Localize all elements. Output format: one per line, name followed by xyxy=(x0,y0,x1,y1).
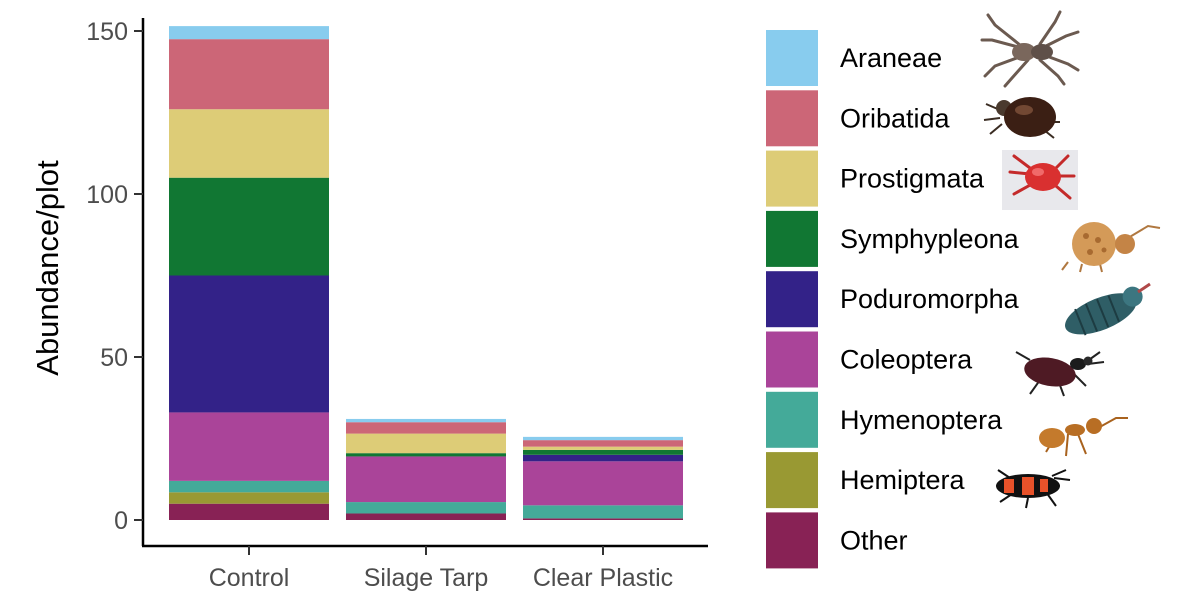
bar-segment-other-silage-tarp xyxy=(346,513,506,520)
springtail-icon xyxy=(1065,282,1151,336)
y-tick-label: 150 xyxy=(86,18,128,46)
legend-label-poduromorpha: Poduromorpha xyxy=(840,284,1020,314)
bar-segment-prostigmata-silage-tarp xyxy=(346,433,506,454)
legend-swatch-hemiptera xyxy=(766,452,818,509)
bar-segment-prostigmata-control xyxy=(169,109,329,178)
beetle-icon xyxy=(1015,351,1105,397)
legend-label-prostigmata: Prostigmata xyxy=(840,164,985,194)
bars xyxy=(169,26,683,520)
bar-segment-oribatida-control xyxy=(169,39,329,110)
red-mite-icon xyxy=(1002,150,1078,210)
legend-label-oribatida: Oribatida xyxy=(840,103,951,133)
bar-segment-symphypleona-silage-tarp xyxy=(346,453,506,457)
legend-swatch-other xyxy=(766,512,818,569)
y-tick-label: 50 xyxy=(100,344,128,372)
legend-label-coleoptera: Coleoptera xyxy=(840,345,973,375)
bar-segment-other-control xyxy=(169,503,329,520)
legend-swatch-poduromorpha xyxy=(766,271,818,328)
y-ticks: 0 50 100 150 xyxy=(86,18,143,535)
bug-icon xyxy=(996,469,1071,509)
x-ticks: Control Silage Tarp Clear Plastic xyxy=(209,546,673,592)
bar-segment-araneae-clear-plastic xyxy=(523,436,683,441)
bar-segment-symphypleona-clear-plastic xyxy=(523,449,683,455)
x-tick-label: Silage Tarp xyxy=(364,564,489,592)
mite-icon xyxy=(983,97,1060,139)
legend-icons xyxy=(980,10,1161,509)
bar-segment-prostigmata-clear-plastic xyxy=(523,446,683,450)
legend-label-symphypleona: Symphypleona xyxy=(840,224,1020,254)
bar-segment-oribatida-silage-tarp xyxy=(346,422,506,434)
y-tick-label: 100 xyxy=(86,181,128,209)
bar-segment-oribatida-clear-plastic xyxy=(523,440,683,447)
bar-segment-other-clear-plastic xyxy=(523,518,683,520)
legend-swatch-hymenoptera xyxy=(766,391,818,448)
legend-label-other: Other xyxy=(840,525,908,555)
bar-segment-coleoptera-control xyxy=(169,412,329,481)
bar-segment-coleoptera-silage-tarp xyxy=(346,456,506,503)
legend-swatch-araneae xyxy=(766,30,818,86)
bar-segment-hemiptera-control xyxy=(169,492,329,504)
bar-segment-coleoptera-clear-plastic xyxy=(523,461,683,506)
spider-icon xyxy=(980,10,1080,88)
bar-segment-poduromorpha-control xyxy=(169,275,329,413)
y-tick-label: 0 xyxy=(114,507,128,535)
legend: Araneae Oribatida Prostigmata Symphypleona P… xyxy=(766,10,1161,569)
legend-label-hemiptera: Hemiptera xyxy=(840,465,966,495)
x-tick-label: Clear Plastic xyxy=(533,564,673,592)
legend-swatch-oribatida xyxy=(766,90,818,147)
y-axis-title: Abundance/plot xyxy=(30,160,65,376)
springtail-icon xyxy=(1061,222,1161,273)
bar-segment-hymenoptera-silage-tarp xyxy=(346,502,506,514)
legend-swatch-coleoptera xyxy=(766,331,818,388)
x-tick-label: Control xyxy=(209,564,290,592)
legend-label-hymenoptera: Hymenoptera xyxy=(840,405,1003,435)
bar-segment-araneae-control xyxy=(169,26,329,40)
bar-segment-symphypleona-control xyxy=(169,177,329,276)
bar-segment-hymenoptera-control xyxy=(169,480,329,493)
bar-segment-araneae-silage-tarp xyxy=(346,418,506,423)
ant-icon xyxy=(1039,417,1128,457)
bar-segment-poduromorpha-clear-plastic xyxy=(523,454,683,462)
legend-swatch-prostigmata xyxy=(766,150,818,207)
legend-swatch-symphypleona xyxy=(766,210,818,267)
bar-segment-hymenoptera-clear-plastic xyxy=(523,505,683,519)
legend-label-araneae: Araneae xyxy=(840,43,942,73)
